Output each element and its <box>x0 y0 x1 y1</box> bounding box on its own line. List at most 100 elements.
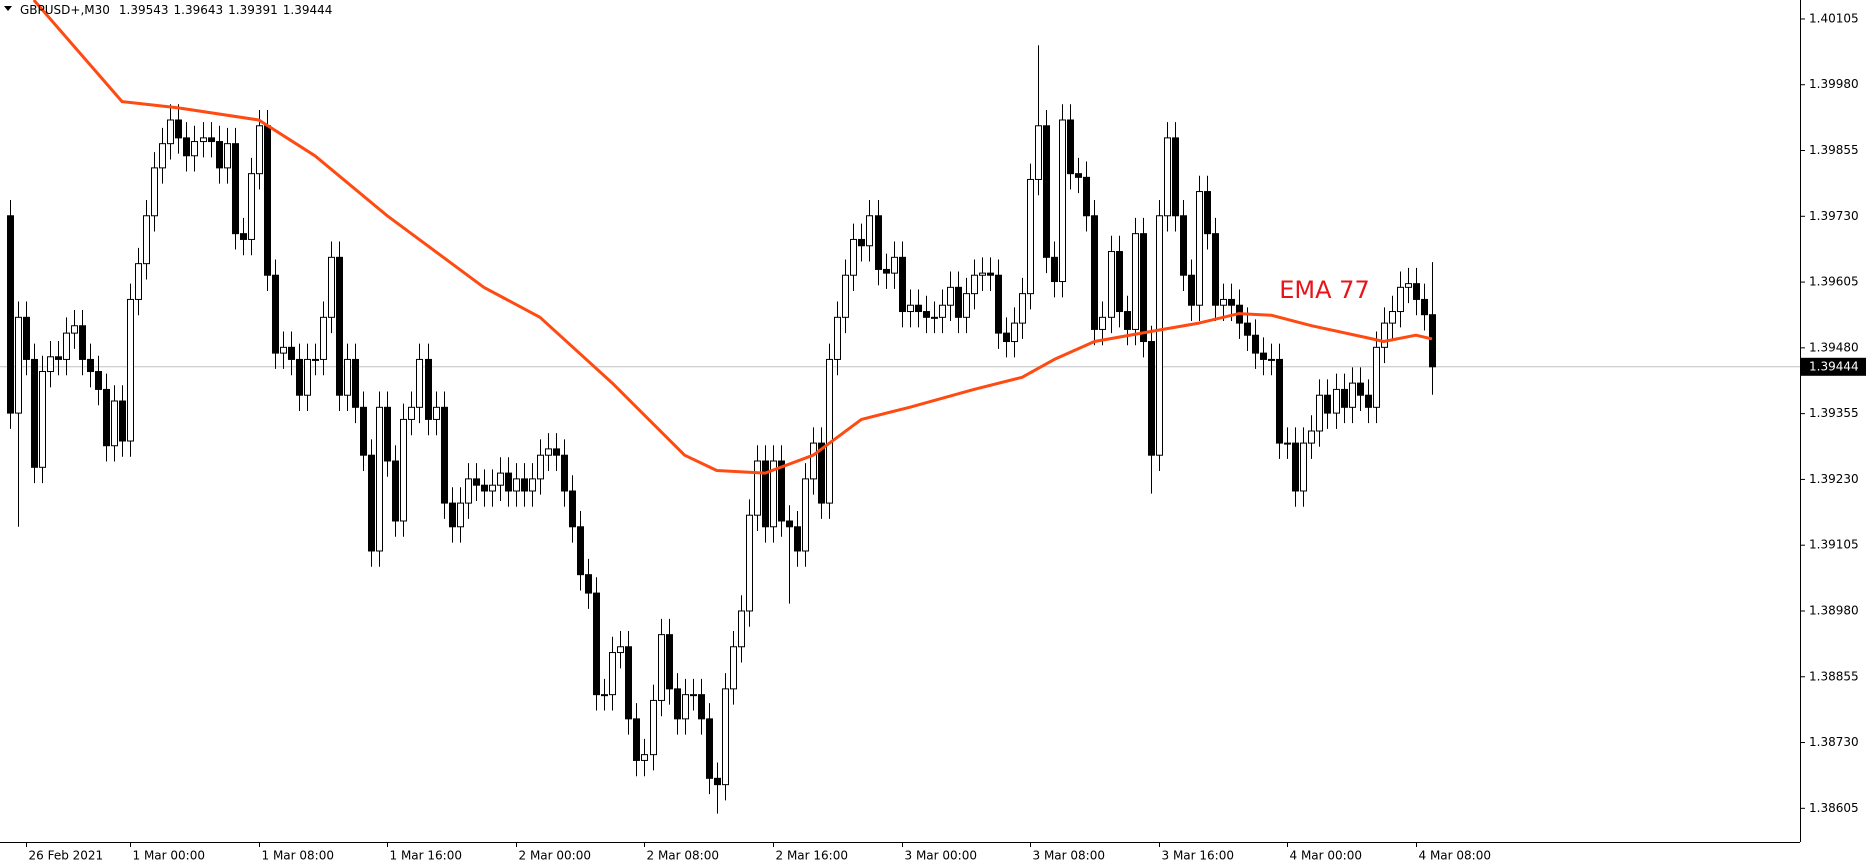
candle-body-down <box>296 358 303 396</box>
candle-body-down <box>995 274 1002 334</box>
candle-body-up <box>947 286 954 306</box>
candle-body-up <box>770 460 777 528</box>
candle-body-up <box>1333 388 1340 414</box>
candle-body-down <box>1204 191 1211 235</box>
candle-body-up <box>1405 283 1412 288</box>
candle-body-up <box>939 304 946 318</box>
candle-body-down <box>352 358 359 408</box>
candle-body-down <box>175 119 182 139</box>
y-tick-label: 1.39480 <box>1809 340 1859 354</box>
candle-body-up <box>802 478 809 552</box>
candle-body-up <box>730 646 737 690</box>
candle-body-down <box>505 472 512 492</box>
header-open: 1.39543 <box>119 3 169 17</box>
y-tick-label: 1.38980 <box>1809 603 1859 617</box>
y-tick-label: 1.39980 <box>1809 77 1859 91</box>
candle-body-down <box>1051 256 1058 283</box>
candle-body-up <box>537 454 544 480</box>
candle-body-down <box>1292 442 1299 492</box>
candle-body-down <box>987 272 994 276</box>
candle-body-up <box>601 694 608 697</box>
candle-body-up <box>376 406 383 552</box>
x-tick-label: 1 Mar 00:00 <box>133 849 206 863</box>
candle-body-down <box>883 268 890 274</box>
candle-body-up <box>159 143 166 169</box>
candle-body-up <box>1132 233 1139 330</box>
menu-triangle[interactable] <box>4 6 12 11</box>
candle-body-up <box>280 346 287 354</box>
current-price-label: 1.39444 <box>1809 359 1859 373</box>
candle-body-down <box>441 406 448 504</box>
candle-body-down <box>794 526 801 552</box>
candle-body-up <box>408 406 415 420</box>
y-tick-label: 1.39230 <box>1809 472 1859 486</box>
candle-body-down <box>1324 394 1331 414</box>
candle-body-up <box>63 332 70 360</box>
candle-body-up <box>497 472 504 486</box>
candle-body-down <box>473 478 480 486</box>
candle-body-down <box>481 484 488 492</box>
candle-body-down <box>216 141 223 169</box>
candle-body-up <box>1099 316 1106 330</box>
candle-body-down <box>915 304 922 313</box>
candle-body-up <box>1397 286 1404 313</box>
candle-body-up <box>529 478 536 492</box>
candle-body-up <box>416 358 423 408</box>
x-tick-label: 1 Mar 08:00 <box>262 849 335 863</box>
current-price-box <box>1800 357 1866 376</box>
candle-body-up <box>545 448 552 456</box>
candle-body-up <box>135 263 142 300</box>
candle-body-up <box>1381 322 1388 348</box>
candle-body-up <box>39 371 46 468</box>
candle-body-up <box>738 610 745 648</box>
candle-body-up <box>127 298 134 442</box>
candle-body-down <box>360 406 367 456</box>
plot-area <box>0 0 1800 814</box>
candle-body-down <box>1252 334 1259 354</box>
x-tick-label: 3 Mar 16:00 <box>1162 849 1235 863</box>
candle-body-up <box>617 646 624 654</box>
candle-body-down <box>392 460 399 522</box>
candle-body-up <box>891 256 898 274</box>
candle-body-up <box>1389 311 1396 324</box>
candle-body-down <box>208 137 215 143</box>
candle-body-up <box>489 484 496 492</box>
current-price-tag: 1.39444 <box>1800 357 1866 376</box>
candle-body-down <box>79 325 86 360</box>
candle-body-down <box>87 358 94 373</box>
candle-body-up <box>111 400 118 447</box>
candle-body-down <box>1429 314 1436 368</box>
candle-body-up <box>191 141 198 157</box>
y-tick-label: 1.38855 <box>1809 669 1859 683</box>
candle-body-up <box>200 137 207 143</box>
candle-body-up <box>1108 251 1115 318</box>
candle-body-up <box>304 358 311 396</box>
x-tick-label: 2 Mar 16:00 <box>776 849 849 863</box>
candle-body-down <box>1180 215 1187 276</box>
candle-body-down <box>1228 298 1235 306</box>
candle-body-up <box>143 215 150 265</box>
candle-body-up <box>1300 442 1307 492</box>
candle-body-down <box>786 520 793 528</box>
y-tick-label: 1.38605 <box>1809 801 1859 815</box>
candle-body-up <box>1196 191 1203 306</box>
candle-body-up <box>1019 293 1026 324</box>
candle-body-down <box>818 442 825 504</box>
candle-body-down <box>1244 322 1251 336</box>
candle-body-up <box>1059 119 1066 283</box>
candle-body-down <box>1341 388 1348 408</box>
candle-body-up <box>650 699 657 756</box>
candle-body-down <box>858 238 865 247</box>
candle-body-down <box>425 358 432 420</box>
candle-body-up <box>1373 346 1380 408</box>
candle-body-up <box>312 358 319 361</box>
candle-body-up <box>682 694 689 720</box>
y-tick-label: 1.39105 <box>1809 538 1859 552</box>
candle-body-down <box>1124 311 1131 330</box>
candle-body-up <box>167 119 174 145</box>
candle-body-down <box>23 316 30 360</box>
candle-body-down <box>449 502 456 528</box>
header-close: 1.39444 <box>283 3 333 17</box>
